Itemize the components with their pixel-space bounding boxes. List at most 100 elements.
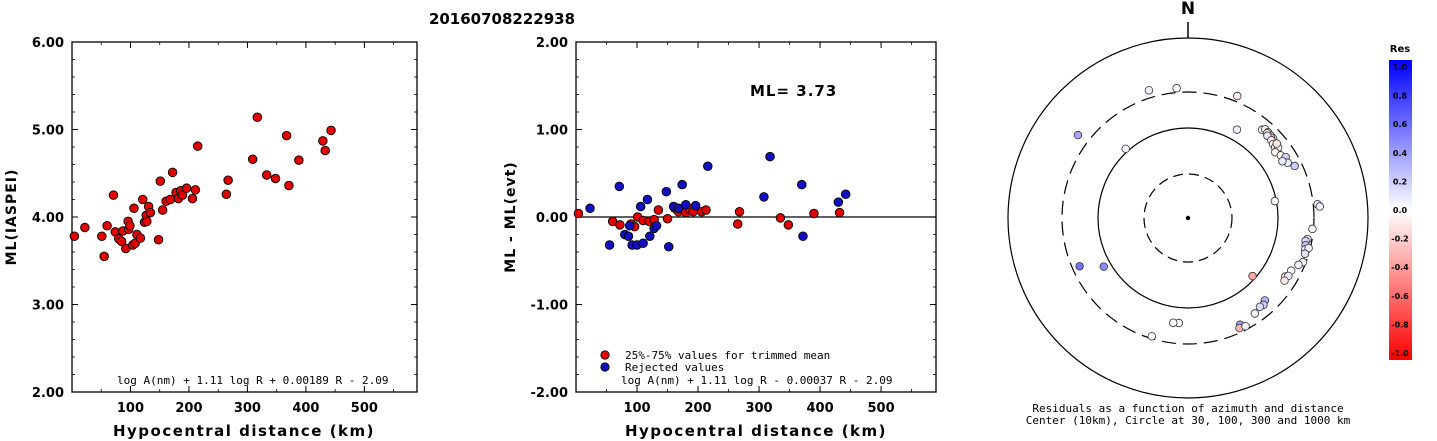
colorbar-gradient: [1389, 60, 1412, 360]
data-point: [99, 251, 109, 262]
data-point: [703, 161, 713, 171]
data-point: [108, 190, 119, 200]
x-axis-label: Hypocentral distance (km): [113, 422, 375, 440]
station-marker: [1272, 139, 1281, 148]
data-point: [223, 175, 233, 185]
data-point: [281, 130, 292, 141]
station-marker: [1121, 144, 1130, 153]
data-point: [734, 206, 745, 217]
data-point: [653, 205, 664, 215]
figure-title: 20160708222938: [429, 10, 575, 28]
y-tick-label: -2.00: [531, 386, 568, 401]
colorbar-tick-label: -1.0: [1391, 349, 1409, 358]
y-tick-label: 1.00: [536, 124, 568, 139]
data-point: [270, 173, 281, 184]
station-marker: [1241, 322, 1250, 331]
x-tick-label: 300: [234, 401, 261, 416]
station-marker: [1270, 196, 1280, 206]
data-point: [145, 207, 156, 218]
data-point: [809, 208, 819, 219]
data-point: [80, 222, 90, 233]
y-tick-label: 6.00: [32, 36, 64, 51]
station-marker: [1294, 260, 1303, 270]
colorbar-title: Res: [1390, 44, 1410, 55]
legend-label-trimmed-mean: 25%-75% values for trimmed mean: [625, 349, 830, 362]
data-point: [221, 189, 232, 199]
data-point: [284, 180, 294, 191]
colorbar-tick-label: -0.6: [1391, 292, 1409, 301]
data-point: [663, 241, 674, 252]
data-point: [681, 199, 691, 210]
legend-swatch-rejected: [600, 362, 610, 372]
colorbar-tick-label: -0.8: [1391, 320, 1409, 329]
data-point: [192, 141, 203, 151]
y-tick-label: 5.00: [32, 124, 64, 139]
colorbar: Res 1.0 0.8 0.6 0.4 0.2 0.0 -0.2 -0.4 -0.6 -0.8 -1…: [1389, 44, 1412, 360]
data-point: [247, 154, 258, 164]
station-marker: [1315, 202, 1324, 211]
data-point: [651, 220, 662, 231]
data-point: [167, 167, 178, 178]
ring-300km: [1061, 91, 1315, 345]
data-point: [623, 231, 634, 241]
data-point: [638, 238, 648, 248]
x-tick-label: 100: [623, 401, 650, 416]
y-tick-label: 2.00: [536, 36, 568, 51]
data-points: [573, 151, 851, 252]
data-point: [129, 203, 139, 213]
station-markers: [1073, 84, 1324, 341]
station-marker: [1250, 309, 1260, 318]
data-point: [834, 207, 845, 218]
colorbar-tick-label: -0.2: [1391, 235, 1409, 244]
data-point: [615, 220, 625, 230]
colorbar-tick-label: 0.2: [1393, 177, 1407, 186]
data-point: [102, 220, 112, 231]
station-marker: [1169, 318, 1178, 327]
station-marker: [1099, 262, 1108, 271]
legend: 25%-75% values for trimmed mean Rejected…: [600, 349, 830, 374]
data-point: [187, 193, 198, 204]
data-point: [326, 125, 336, 136]
data-point: [116, 236, 127, 247]
data-point: [635, 201, 646, 212]
ml-annotation: ML= 3.73: [750, 82, 837, 100]
y-tick-label: 3.00: [32, 299, 64, 314]
data-point: [661, 186, 672, 197]
data-point: [153, 234, 164, 245]
station-marker: [1147, 332, 1157, 341]
data-point: [318, 136, 328, 146]
data-point: [690, 200, 701, 211]
station-marker: [1073, 130, 1083, 140]
ring-30km: [1143, 173, 1233, 263]
data-point: [252, 112, 263, 122]
station-marker: [1290, 161, 1299, 171]
y-tick-label: 4.00: [32, 211, 64, 226]
data-point: [701, 205, 711, 215]
formula-text: log A(nm) + 1.11 log R + 0.00189 R - 2.0…: [117, 374, 389, 387]
axis-ticks: 2.00 3.00 4.00 5.00 6.00 100 200 300 400 500: [32, 36, 417, 416]
data-point: [97, 231, 107, 241]
data-point: [833, 197, 844, 207]
station-marker: [1172, 84, 1181, 93]
data-point: [677, 179, 687, 190]
data-point: [165, 194, 175, 205]
x-tick-label: 400: [292, 401, 319, 416]
colorbar-tick-label: 1.0: [1393, 63, 1408, 72]
x-tick-label: 500: [351, 401, 378, 416]
colorbar-tick-label: 0.0: [1393, 206, 1408, 215]
x-tick-label: 300: [745, 401, 772, 416]
data-points: [69, 112, 336, 262]
legend-label-rejected: Rejected values: [625, 361, 724, 374]
data-point: [155, 176, 166, 186]
x-tick-label: 100: [117, 401, 144, 416]
colorbar-tick-label: -0.4: [1391, 263, 1409, 272]
station-marker: [1280, 276, 1289, 285]
data-point: [662, 213, 673, 224]
data-point: [614, 181, 625, 192]
data-point: [142, 216, 152, 227]
colorbar-ticks: 1.0 0.8 0.6 0.4 0.2 0.0 -0.2 -0.4 -0.6 -0.8 -1.0: [1391, 63, 1409, 358]
x-tick-label: 200: [684, 401, 711, 416]
colorbar-tick-label: 0.6: [1393, 120, 1408, 129]
y-axis-label: ML(IASPEI): [4, 169, 20, 266]
